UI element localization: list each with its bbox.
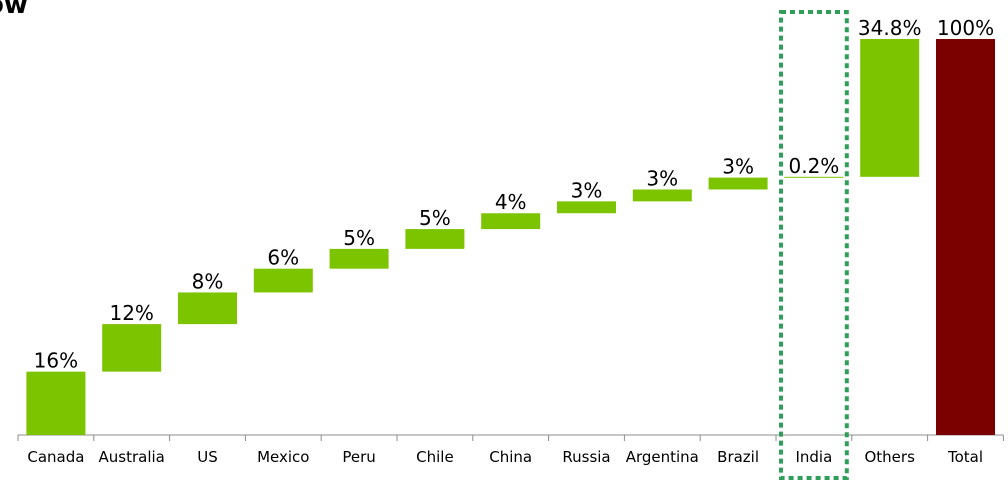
data-label-russia: 3% <box>571 178 603 202</box>
data-label-mexico: 6% <box>267 246 299 270</box>
category-label-china: China <box>489 448 532 466</box>
bar-canada <box>26 371 86 435</box>
highlight-box-india <box>779 10 849 480</box>
category-label-australia: Australia <box>99 448 165 466</box>
bar-total <box>936 39 995 435</box>
category-label-canada: Canada <box>27 448 84 466</box>
bar-brazil <box>708 177 768 190</box>
bar-peru <box>329 248 389 269</box>
category-label-total: Total <box>947 448 983 466</box>
data-label-argentina: 3% <box>646 166 678 190</box>
chart-title: ow <box>0 0 28 20</box>
data-label-india: 0.2% <box>788 154 839 178</box>
bar-russia <box>557 201 616 214</box>
data-label-chile: 5% <box>419 206 451 230</box>
data-label-brazil: 3% <box>722 155 754 179</box>
bar-india <box>784 176 844 178</box>
category-label-brazil: Brazil <box>717 448 759 466</box>
data-label-canada: 16% <box>34 349 78 373</box>
category-label-us: US <box>197 448 218 466</box>
category-label-chile: Chile <box>416 448 454 466</box>
data-label-peru: 5% <box>343 226 375 250</box>
bar-us <box>178 292 237 325</box>
category-label-argentina: Argentina <box>626 448 699 466</box>
bar-argentina <box>632 189 692 202</box>
data-label-china: 4% <box>495 190 527 214</box>
bar-chile <box>405 229 465 249</box>
bar-others <box>860 39 920 177</box>
category-label-mexico: Mexico <box>257 448 309 466</box>
data-label-us: 8% <box>192 269 224 293</box>
category-label-india: India <box>795 448 832 466</box>
bar-australia <box>102 324 162 372</box>
bar-mexico <box>253 268 313 293</box>
data-label-australia: 12% <box>109 301 153 325</box>
category-label-peru: Peru <box>342 448 375 466</box>
bar-china <box>481 213 541 230</box>
data-label-total: 100% <box>937 16 994 40</box>
category-label-others: Others <box>864 448 915 466</box>
data-label-others: 34.8% <box>858 16 922 40</box>
category-label-russia: Russia <box>562 448 610 466</box>
